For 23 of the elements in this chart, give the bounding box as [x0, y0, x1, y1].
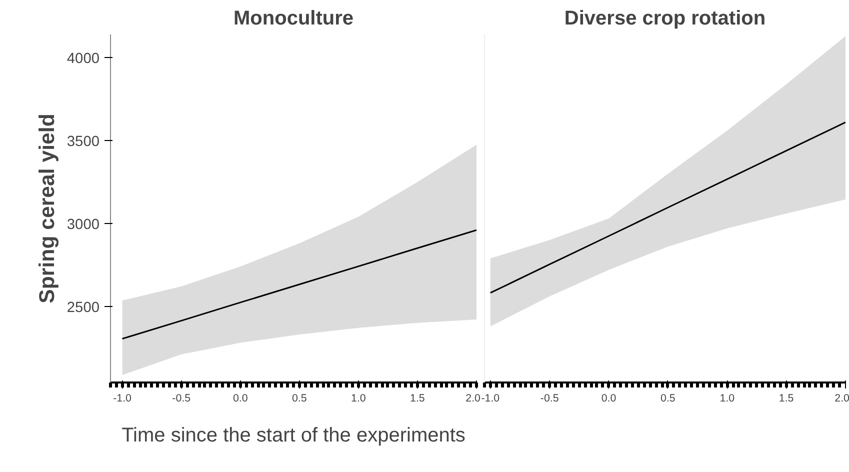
chart-title: Diverse crop rotation [564, 8, 766, 30]
x-tick-label: -1.0 [481, 392, 500, 404]
x-tick-label: 1.5 [778, 392, 794, 404]
x-tick-label: -1.0 [113, 392, 132, 404]
y-tick-label: 4000 [66, 51, 100, 68]
x-tick-label: 1.5 [410, 392, 425, 404]
x-tick-label: 2.0 [466, 392, 481, 404]
x-tick-label: -0.5 [172, 392, 191, 404]
x-tick-label: 0.5 [660, 392, 676, 404]
x-tick-label: 0.0 [601, 392, 616, 404]
chart-title: Monoculture [234, 8, 354, 30]
x-tick-label: 2.0 [834, 392, 849, 404]
y-tick-label: 3000 [66, 216, 100, 233]
y-tick-label: 3500 [66, 134, 100, 150]
y-tick-label: 2500 [66, 300, 100, 316]
x-tick-label: 0.0 [232, 392, 248, 404]
line-series [122, 229, 476, 340]
x-tick-label: 0.5 [292, 392, 307, 404]
x-tick-label: 1.0 [351, 392, 366, 404]
y-axis-title: Spring cereal yield [34, 114, 59, 304]
x-tick-label: -0.5 [540, 392, 559, 404]
x-axis-title: Time since the start of the experiments [122, 424, 466, 446]
x-tick-label: 1.0 [720, 392, 735, 404]
